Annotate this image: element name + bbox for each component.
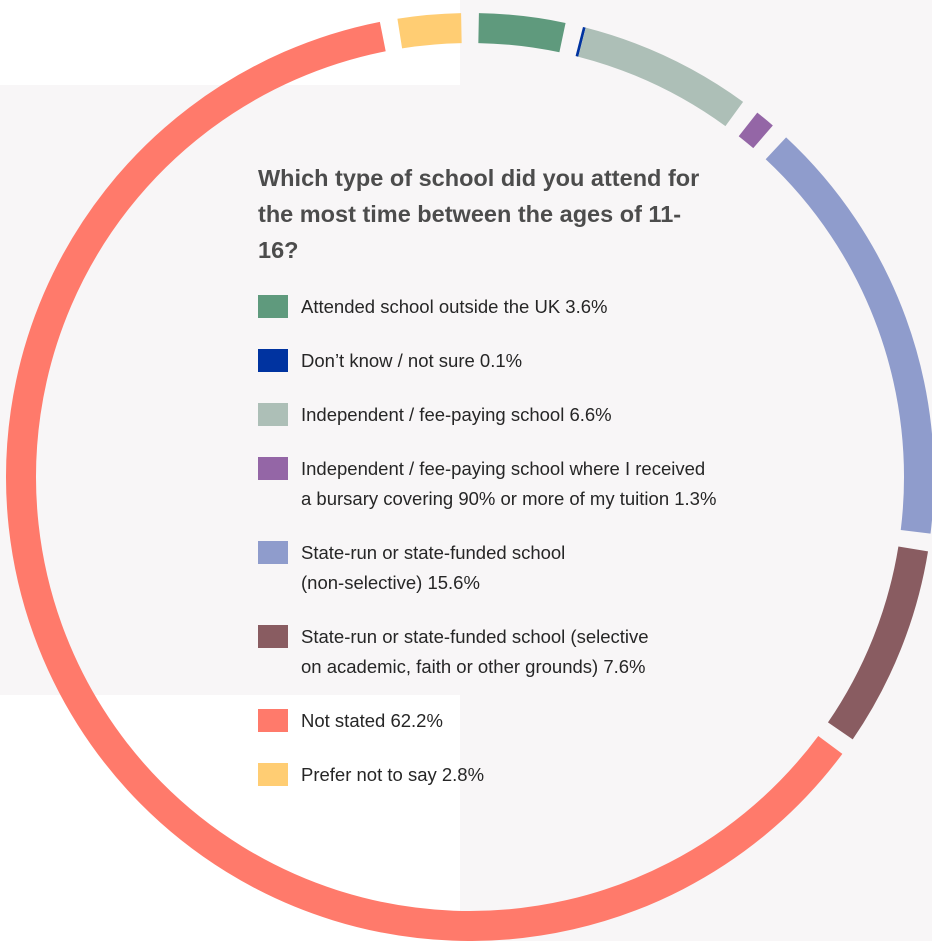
legend-item: Not stated 62.2% — [258, 706, 858, 736]
donut-segment — [478, 13, 566, 53]
legend-label: State-run or state-funded school (select… — [301, 626, 649, 647]
legend-label: Independent / fee-paying school 6.6% — [301, 404, 612, 425]
donut-segment — [765, 137, 932, 534]
legend-swatch — [258, 763, 288, 786]
legend-label: (non-selective) 15.6% — [301, 572, 480, 593]
legend-label: Attended school outside the UK 3.6% — [301, 296, 608, 317]
legend-swatch — [258, 295, 288, 318]
legend-swatch — [258, 541, 288, 564]
chart-title: Which type of school did you attend for … — [258, 165, 700, 263]
legend-label: Prefer not to say 2.8% — [301, 764, 485, 785]
donut-segment — [6, 21, 843, 941]
legend-swatch — [258, 625, 288, 648]
legend-item: Independent / fee-paying school where I … — [258, 454, 858, 514]
donut-segment — [575, 26, 586, 57]
legend: Attended school outside the UK 3.6% Don’t… — [258, 292, 858, 814]
legend-item: State-run or state-funded school (select… — [258, 622, 858, 682]
legend-label: Not stated 62.2% — [301, 710, 443, 731]
legend-label: State-run or state-funded school — [301, 542, 566, 563]
legend-swatch — [258, 709, 288, 732]
donut-segment — [738, 112, 773, 149]
donut-segment — [578, 27, 744, 127]
legend-swatch — [258, 457, 288, 480]
background-panel — [0, 85, 932, 695]
legend-item: Prefer not to say 2.8% — [258, 760, 858, 790]
legend-label: Don’t know / not sure 0.1% — [301, 350, 523, 371]
donut-segment — [827, 546, 929, 740]
legend-item: Attended school outside the UK 3.6% — [258, 292, 858, 322]
legend-item: Don’t know / not sure 0.1% — [258, 346, 858, 376]
legend-item: State-run or state-funded school (non-sel… — [258, 538, 858, 598]
legend-item: Independent / fee-paying school 6.6% — [258, 400, 858, 430]
legend-label: on academic, faith or other grounds) 7.6… — [301, 656, 646, 677]
legend-label: Independent / fee-paying school where I … — [301, 458, 706, 479]
legend-label: a bursary covering 90% or more of my tui… — [301, 488, 717, 509]
legend-swatch — [258, 403, 288, 426]
legend-swatch — [258, 349, 288, 372]
donut-segment — [397, 13, 462, 49]
